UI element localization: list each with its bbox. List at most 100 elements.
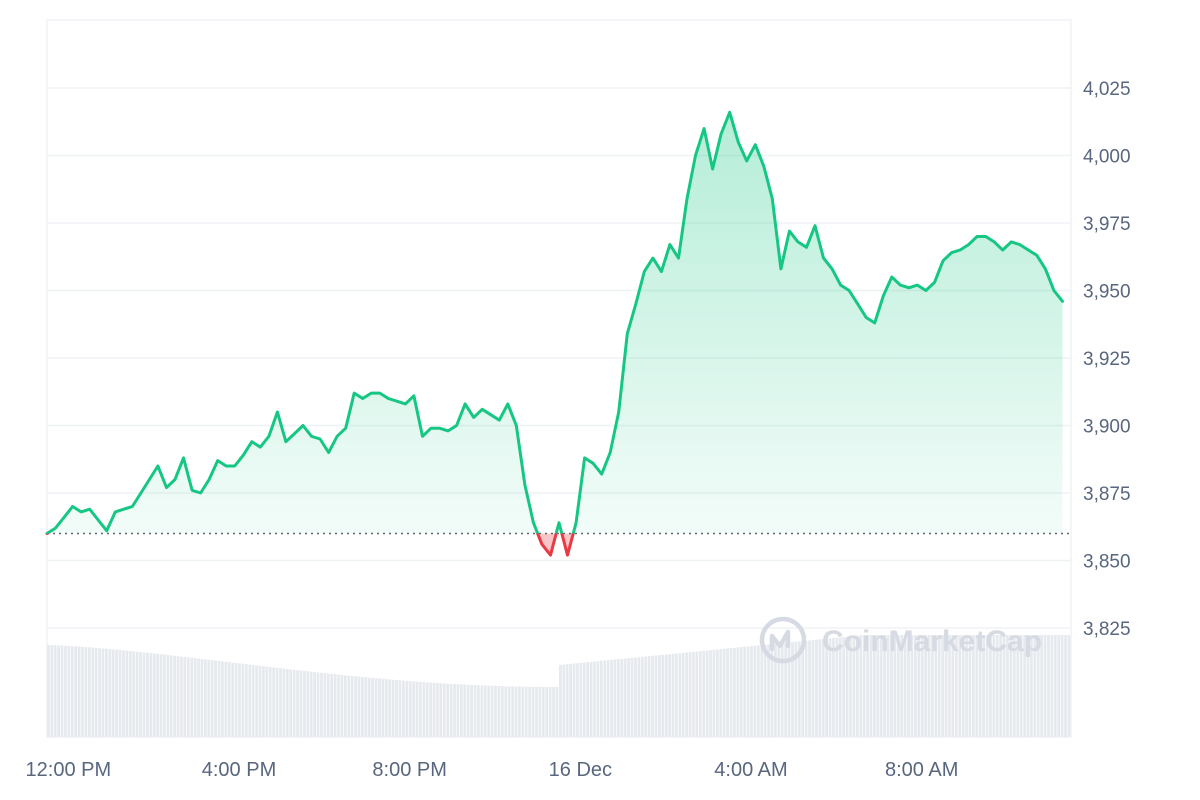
data-point xyxy=(1036,254,1038,257)
volume-bar xyxy=(507,686,511,737)
volume-bar xyxy=(644,656,648,737)
price-area xyxy=(47,112,1063,556)
data-point xyxy=(660,270,663,273)
volume-bar xyxy=(1009,635,1013,737)
volume-bar xyxy=(320,672,323,737)
volume-bar xyxy=(770,644,774,737)
watermark-text: CoinMarketCap xyxy=(822,625,1042,658)
volume-bar xyxy=(442,683,446,737)
volume-bar xyxy=(101,648,105,737)
volume-bar xyxy=(743,646,747,737)
volume-bar xyxy=(756,645,760,737)
data-point xyxy=(899,284,902,286)
volume-bar xyxy=(603,660,607,737)
data-point xyxy=(88,508,91,511)
volume-bar xyxy=(238,663,241,737)
volume-bar xyxy=(518,686,521,737)
volume-bar xyxy=(719,649,723,737)
volume-bar xyxy=(852,636,856,737)
volume-bar xyxy=(681,652,685,737)
data-point xyxy=(80,511,82,513)
volume-bar xyxy=(487,685,491,737)
volume-bar xyxy=(422,682,426,737)
volume-bar xyxy=(1064,635,1067,737)
volume-bar xyxy=(825,638,828,737)
volume-bar xyxy=(968,635,972,737)
volume-bar xyxy=(1040,635,1044,737)
y-tick-label: 3,850 xyxy=(1083,552,1131,573)
volume-bar xyxy=(357,676,361,737)
data-point xyxy=(711,168,714,170)
volume-bar xyxy=(159,654,163,737)
volume-bar xyxy=(483,685,487,737)
volume-bar xyxy=(907,635,910,737)
volume-bar xyxy=(142,652,146,737)
volume-bar xyxy=(67,645,71,737)
volume-bar xyxy=(326,673,330,737)
y-tick-label: 3,825 xyxy=(1083,619,1131,640)
data-point xyxy=(293,432,296,435)
x-tick-label: 8:00 PM xyxy=(372,759,446,781)
volume-bar xyxy=(900,635,904,737)
data-point xyxy=(993,241,995,243)
data-point xyxy=(481,408,484,411)
volume-bar xyxy=(70,646,74,737)
volume-bar xyxy=(712,649,716,737)
volume-bar xyxy=(767,644,770,737)
volume-bar xyxy=(139,652,142,737)
volume-bar xyxy=(135,651,139,737)
y-axis: 3,825 3,850 3,875 3,900 3,925 3,950 3,975 4,000… xyxy=(1083,79,1131,640)
data-point xyxy=(1044,268,1047,270)
data-point xyxy=(549,554,552,556)
volume-bar xyxy=(866,635,869,737)
data-point xyxy=(447,430,449,432)
data-point xyxy=(737,141,739,143)
volume-bar xyxy=(937,635,941,737)
volume-bar xyxy=(81,646,84,737)
data-point xyxy=(268,435,270,438)
volume-bar xyxy=(975,635,979,737)
volume-bar xyxy=(903,635,907,737)
volume-bar xyxy=(784,642,788,737)
volume-bar xyxy=(279,668,282,737)
volume-bar xyxy=(296,670,299,737)
data-point xyxy=(1053,289,1055,292)
data-point xyxy=(174,478,176,481)
data-point xyxy=(387,397,390,400)
volume-bar xyxy=(439,683,443,737)
x-tick-label: 12:00 PM xyxy=(26,759,112,781)
data-point xyxy=(839,284,842,286)
volume-bar xyxy=(200,658,204,737)
volume-bar xyxy=(204,659,207,737)
volume-bar xyxy=(98,648,101,737)
volume-bar xyxy=(241,663,245,737)
volume-bar xyxy=(541,686,545,737)
coinmarketcap-logo-icon xyxy=(759,616,807,664)
volume-bar xyxy=(374,678,378,737)
volume-bar xyxy=(303,670,306,737)
data-point xyxy=(310,435,313,438)
volume-bar xyxy=(149,653,153,737)
data-point xyxy=(97,519,99,521)
volume-bar xyxy=(917,635,921,737)
volume-bar xyxy=(576,663,579,737)
volume-bar xyxy=(787,642,791,737)
data-point xyxy=(933,281,936,284)
volume-bar xyxy=(726,648,729,737)
volume-bar xyxy=(774,643,777,737)
data-point xyxy=(191,489,193,492)
volume-bar xyxy=(821,639,825,737)
data-point xyxy=(873,322,876,324)
volume-bar xyxy=(934,635,938,737)
volume-bar xyxy=(845,636,849,737)
volume-bar xyxy=(497,686,501,737)
volume-bar xyxy=(340,674,344,737)
data-point xyxy=(361,397,364,400)
volume-bar xyxy=(664,654,668,737)
data-point xyxy=(404,403,407,405)
volume-bar xyxy=(791,642,794,737)
volume-bar xyxy=(924,635,927,737)
volume-bar xyxy=(57,645,60,737)
x-tick-label: 8:00 AM xyxy=(885,759,958,781)
